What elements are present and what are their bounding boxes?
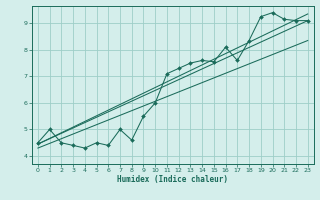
X-axis label: Humidex (Indice chaleur): Humidex (Indice chaleur): [117, 175, 228, 184]
